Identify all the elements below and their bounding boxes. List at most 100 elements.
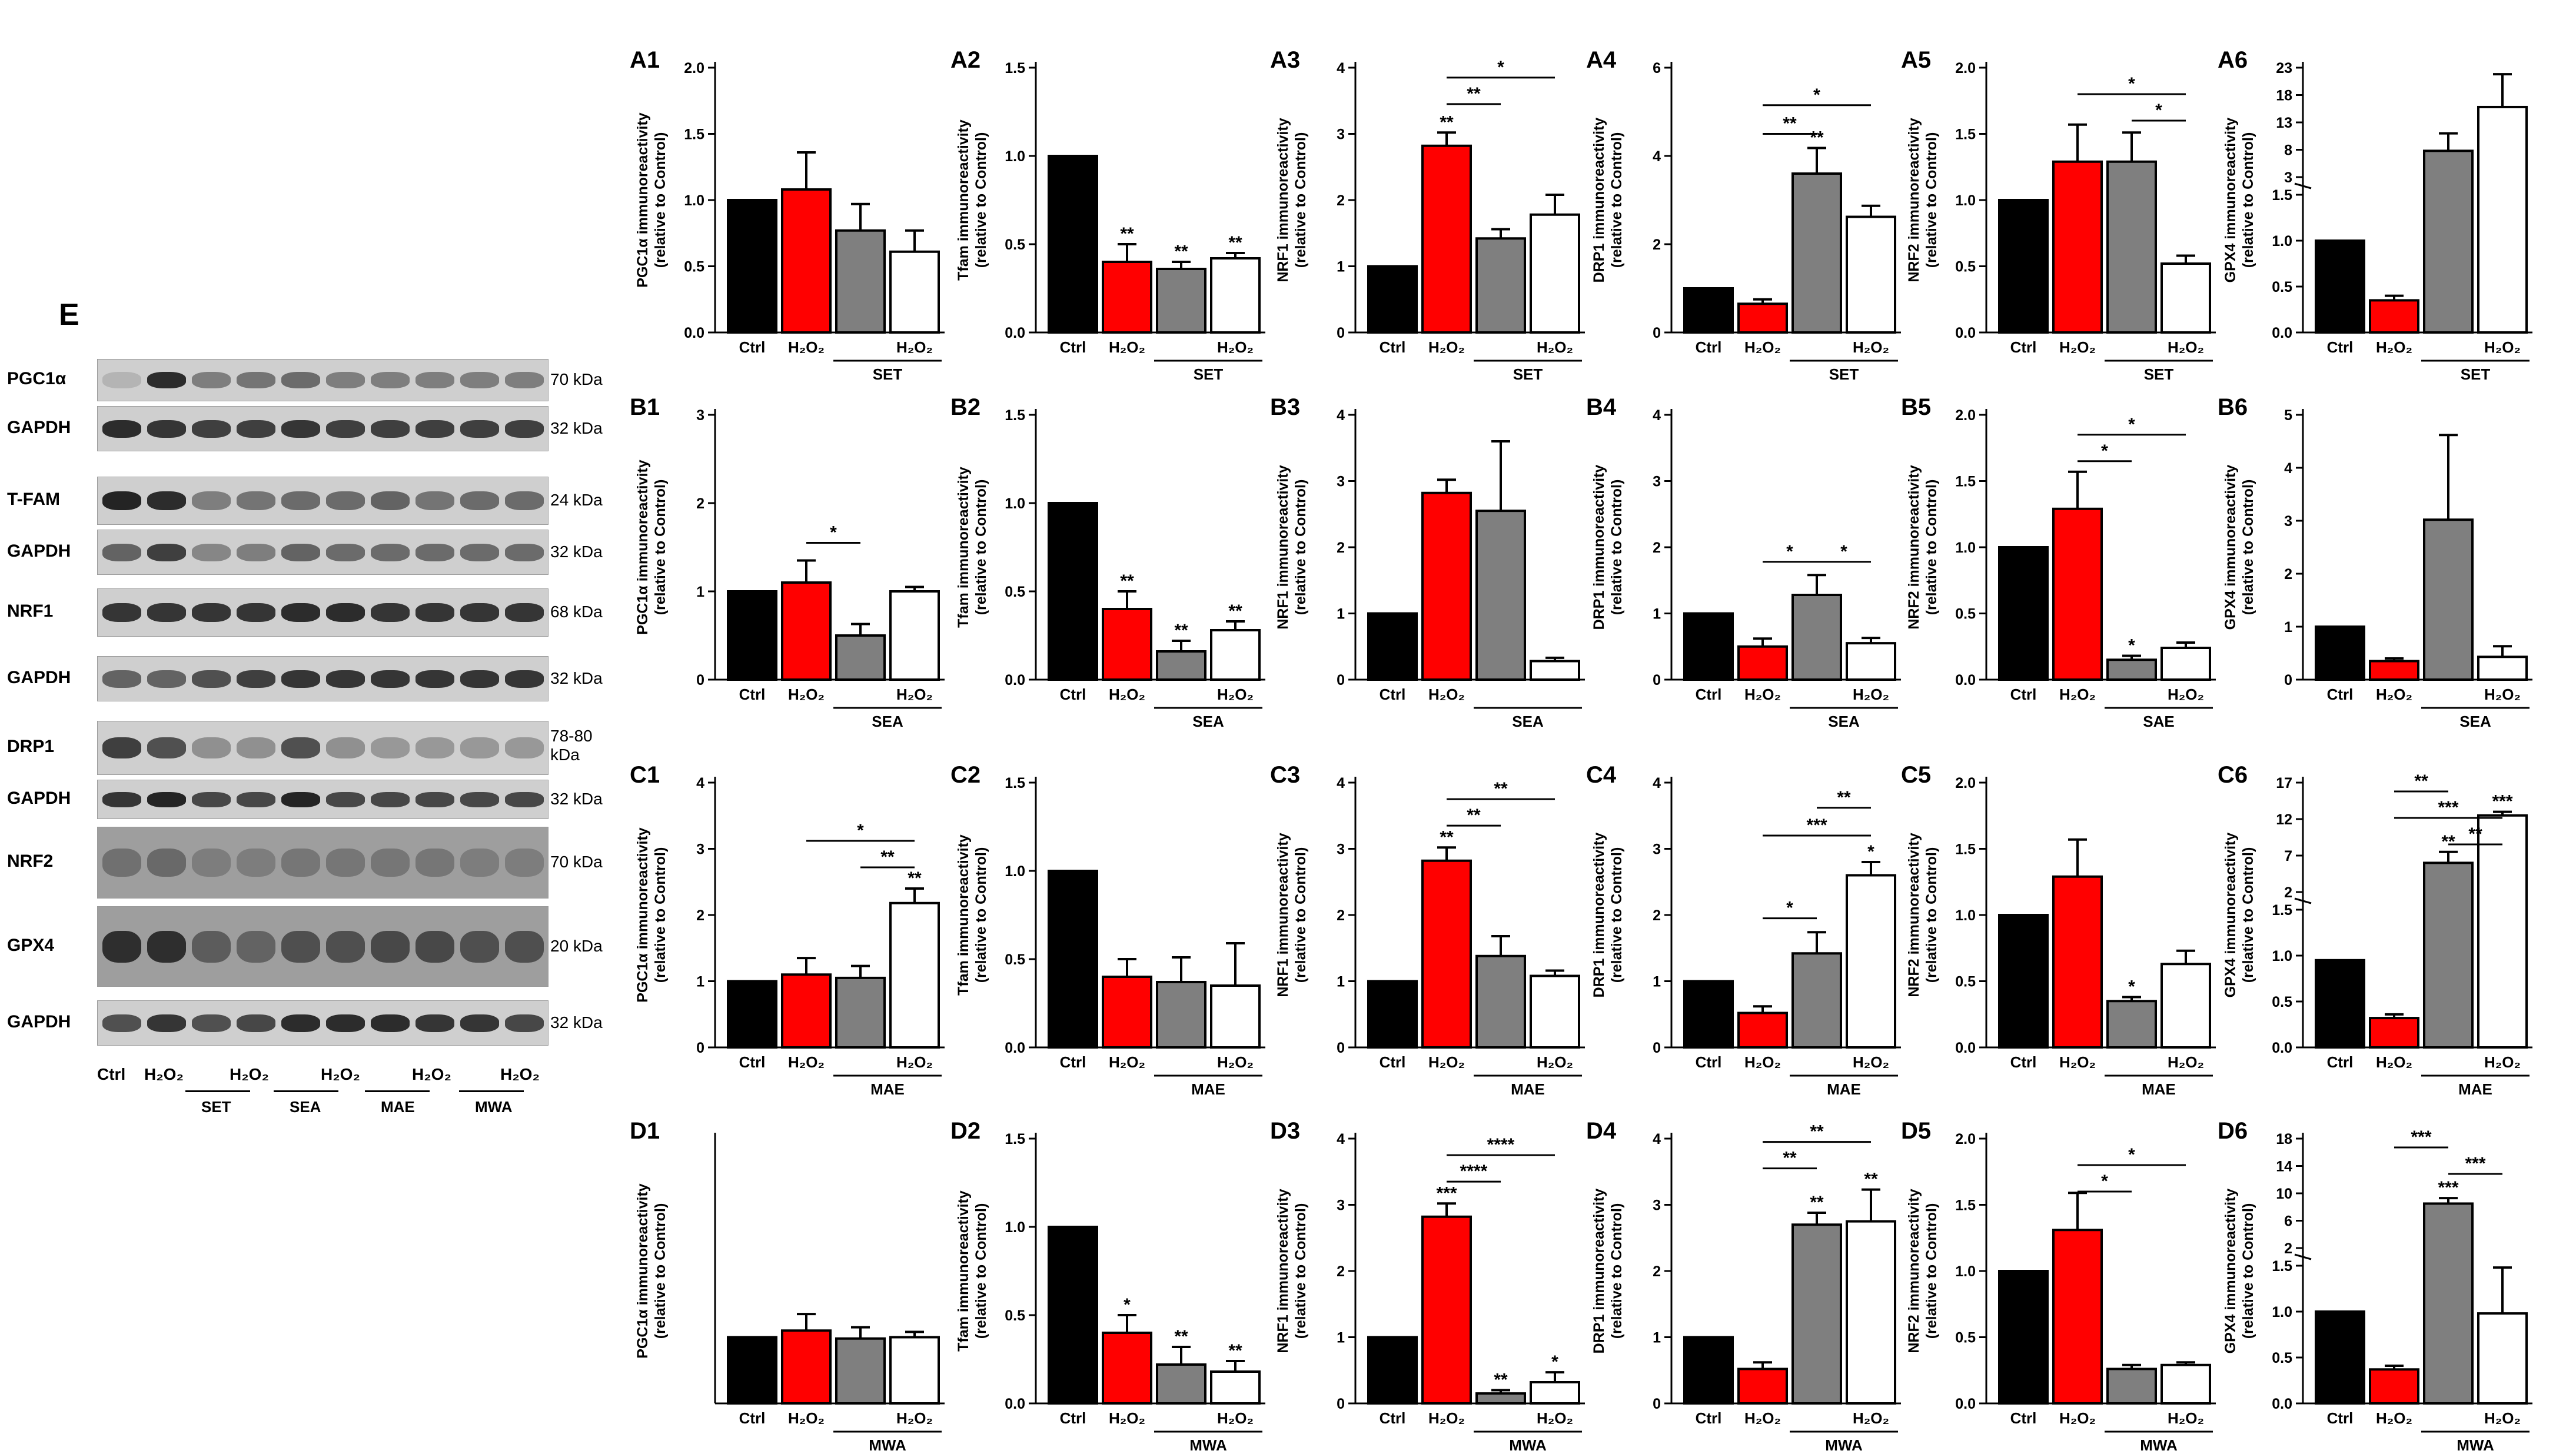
y-tick-label: 4 [1653, 775, 1661, 791]
blot-kda-label: 32 kDa [550, 789, 603, 808]
significance-marker: *** [2411, 1127, 2431, 1147]
blot-band [102, 791, 141, 807]
y-tick-label: 1 [1653, 1330, 1661, 1346]
y-tick-label: 0.0 [2272, 325, 2292, 341]
significance-marker: ** [1174, 621, 1188, 640]
bar-mwa [1156, 1363, 1206, 1405]
bar-h-o- [781, 973, 832, 1049]
y-tick-label: 0.5 [684, 259, 704, 275]
y-axis-label: (relative to Control) [2240, 480, 2256, 615]
y-tick-label: 1.5 [1955, 127, 1976, 143]
y-tick-label: 4 [2284, 460, 2292, 477]
significance-marker: * [857, 821, 864, 840]
bar-mae-h-o- [2160, 963, 2211, 1049]
bar-mwa [2423, 1202, 2474, 1405]
x-tick-label: H₂O₂ [1853, 686, 1889, 703]
blot-band [192, 372, 231, 388]
panel-id-label: C3 [1270, 762, 1300, 788]
bar-ctrl [1998, 199, 2049, 334]
significance-marker: ** [1174, 1327, 1188, 1346]
blot-kda-label: 70 kDa [550, 370, 603, 388]
blot-strip [97, 1000, 549, 1046]
y-tick-label: 18 [2276, 1131, 2292, 1147]
blot-band [237, 1014, 275, 1032]
blot-strip [97, 656, 549, 701]
y-tick-label: 18 [2276, 88, 2292, 104]
significance-marker: *** [2438, 798, 2458, 817]
y-tick-label: 2 [1337, 907, 1345, 924]
bar-ctrl [1048, 155, 1098, 334]
blot-strip [97, 721, 549, 775]
blot-band [371, 930, 410, 963]
y-axis-label: (relative to Control) [1292, 847, 1309, 983]
y-axis-label: (relative to Control) [652, 847, 669, 983]
y-tick-label: 23 [2276, 60, 2292, 76]
blot-band [416, 737, 454, 758]
group-label: MWA [1189, 1436, 1227, 1454]
blot-band [281, 737, 320, 758]
panel-id-label: B5 [1901, 394, 1931, 420]
x-tick-label: Ctrl [2327, 1053, 2354, 1071]
y-tick-label: 6 [2284, 1213, 2292, 1230]
blot-band [326, 930, 365, 963]
blot-band [460, 543, 499, 561]
blot-band [371, 1014, 410, 1032]
y-axis-label: Tfam immunoreactivity [955, 119, 972, 281]
blot-group-line [365, 1090, 430, 1092]
panel-id-label: D2 [950, 1118, 980, 1144]
significance-marker: ** [1837, 788, 1851, 807]
panel-id-label: C6 [2218, 762, 2248, 788]
blot-band [192, 737, 231, 758]
x-tick-label: H₂O₂ [2376, 1053, 2412, 1071]
x-tick-label: H₂O₂ [788, 1053, 825, 1071]
blot-band [192, 420, 231, 438]
bar-h-o- [781, 1329, 832, 1405]
y-tick-label: 0 [1337, 672, 1345, 688]
y-tick-label: 1.0 [1005, 1219, 1025, 1236]
blot-band [460, 372, 499, 388]
bar-mae-h-o- [1210, 984, 1261, 1049]
x-tick-label: H₂O₂ [1853, 1409, 1889, 1427]
y-tick-label: 3 [1337, 841, 1345, 858]
x-tick-label: Ctrl [2327, 1409, 2354, 1427]
bar-h-o- [2052, 507, 2103, 681]
y-tick-label: 6 [1653, 60, 1661, 76]
y-tick-label: 0.5 [2272, 994, 2292, 1010]
blot-band [326, 491, 365, 510]
blot-band [281, 849, 320, 877]
bar-mae-h-o- [2477, 814, 2528, 1049]
y-axis-label: PGC1α immunoreactivity [634, 112, 651, 287]
significance-marker: ** [1440, 112, 1454, 132]
blot-lane-label: H₂O₂ [230, 1065, 269, 1083]
x-tick-label: Ctrl [2010, 1409, 2037, 1427]
x-tick-label: H₂O₂ [1537, 1409, 1573, 1427]
x-tick-label: H₂O₂ [1217, 686, 1254, 703]
panel-id-label: A4 [1586, 47, 1617, 73]
panel-id-label: C4 [1586, 762, 1617, 788]
bar-h-o- [1737, 1012, 1788, 1049]
y-tick-label: 2 [2284, 1240, 2292, 1257]
y-axis-label: Tfam immunoreactivity [955, 834, 972, 996]
group-label: SEA [872, 713, 903, 730]
y-tick-label: 4 [1337, 1131, 1345, 1147]
y-tick-label: 1.5 [1005, 775, 1025, 791]
panel-id-label: B6 [2218, 394, 2248, 420]
bar-h-o- [1737, 1368, 1788, 1405]
blot-kda-label: 24 kDa [550, 491, 603, 509]
y-tick-label: 0.5 [1955, 1330, 1976, 1346]
significance-marker: * [1124, 1295, 1131, 1315]
y-axis-label: Tfam immunoreactivity [955, 1190, 972, 1352]
x-tick-label: H₂O₂ [1428, 1409, 1465, 1427]
x-tick-label: H₂O₂ [1109, 1409, 1145, 1427]
x-tick-label: H₂O₂ [2484, 686, 2521, 703]
blot-lane-label: H₂O₂ [144, 1065, 184, 1083]
x-tick-label: Ctrl [2327, 338, 2354, 356]
blot-band [281, 670, 320, 688]
bar-sea-h-o- [889, 590, 940, 681]
y-tick-label: 1 [1337, 974, 1345, 990]
y-tick-label: 1.0 [2272, 233, 2292, 249]
y-tick-label: 0 [1337, 1396, 1345, 1412]
blot-band [281, 930, 320, 963]
group-label: MWA [1509, 1436, 1547, 1454]
blot-band [326, 737, 365, 758]
